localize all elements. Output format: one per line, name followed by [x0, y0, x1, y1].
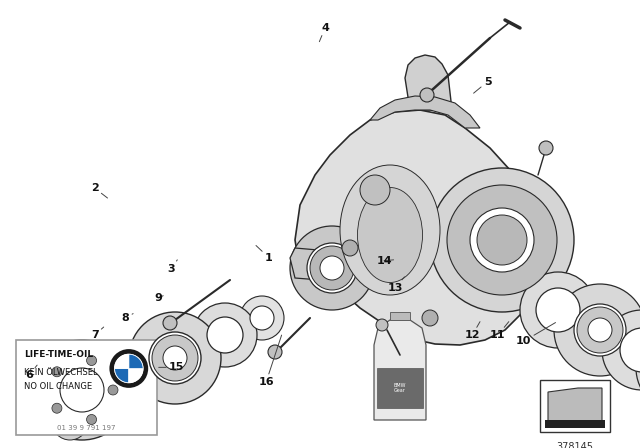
Text: 8: 8: [122, 313, 133, 323]
Circle shape: [114, 354, 143, 383]
Ellipse shape: [358, 188, 422, 283]
Circle shape: [42, 350, 122, 430]
Text: NO OIL CHANGE: NO OIL CHANGE: [24, 383, 92, 392]
Circle shape: [577, 307, 623, 353]
Polygon shape: [290, 248, 340, 280]
Text: 378145: 378145: [557, 442, 593, 448]
Circle shape: [310, 246, 354, 290]
Circle shape: [588, 318, 612, 342]
Text: 7: 7: [91, 327, 104, 340]
Polygon shape: [405, 55, 452, 110]
Text: 16: 16: [259, 335, 282, 387]
Circle shape: [307, 243, 357, 293]
Wedge shape: [129, 368, 143, 383]
Circle shape: [554, 284, 640, 376]
Circle shape: [636, 324, 640, 412]
Ellipse shape: [340, 165, 440, 295]
Circle shape: [268, 345, 282, 359]
Circle shape: [536, 288, 580, 332]
Polygon shape: [548, 388, 602, 424]
Circle shape: [420, 88, 434, 102]
Polygon shape: [295, 110, 545, 345]
Text: 1: 1: [256, 246, 273, 263]
Circle shape: [520, 272, 596, 348]
Circle shape: [108, 385, 118, 395]
Bar: [16, 340, 157, 435]
Circle shape: [60, 368, 104, 412]
Circle shape: [207, 317, 243, 353]
Circle shape: [477, 215, 527, 265]
Circle shape: [574, 304, 626, 356]
Text: KEIN ÖLWECHSEL: KEIN ÖLWECHSEL: [24, 368, 98, 378]
Circle shape: [149, 332, 201, 384]
Circle shape: [250, 306, 274, 330]
Polygon shape: [374, 320, 426, 420]
Circle shape: [52, 404, 88, 440]
Text: 01 39 9 791 197: 01 39 9 791 197: [57, 425, 116, 431]
Text: 15: 15: [159, 362, 184, 372]
Circle shape: [320, 256, 344, 280]
Wedge shape: [129, 354, 143, 368]
Circle shape: [430, 168, 574, 312]
Circle shape: [86, 414, 97, 425]
Text: 4: 4: [319, 23, 329, 42]
Polygon shape: [370, 96, 480, 128]
Circle shape: [193, 303, 257, 367]
Circle shape: [32, 340, 132, 440]
Circle shape: [152, 335, 198, 381]
Text: BMW
Gear: BMW Gear: [394, 383, 406, 393]
Text: 13: 13: [388, 277, 404, 293]
Circle shape: [470, 208, 534, 272]
Text: 10: 10: [516, 323, 556, 346]
Text: 6: 6: [25, 365, 37, 380]
Text: 5: 5: [474, 77, 492, 93]
Circle shape: [447, 185, 557, 295]
Circle shape: [52, 403, 62, 413]
Circle shape: [129, 312, 221, 404]
Circle shape: [163, 316, 177, 330]
Circle shape: [342, 240, 358, 256]
Circle shape: [52, 367, 62, 377]
Text: 2: 2: [91, 183, 108, 198]
Bar: [377, 368, 423, 408]
Wedge shape: [115, 354, 129, 368]
Circle shape: [602, 310, 640, 390]
Text: 14: 14: [376, 256, 394, 266]
Wedge shape: [115, 368, 129, 383]
Circle shape: [163, 346, 187, 370]
Text: 12: 12: [465, 322, 480, 340]
Circle shape: [290, 226, 374, 310]
Circle shape: [60, 412, 80, 432]
Circle shape: [539, 141, 553, 155]
Circle shape: [360, 175, 390, 205]
Circle shape: [422, 310, 438, 326]
Bar: [545, 420, 605, 428]
Bar: [540, 380, 610, 432]
Bar: [390, 312, 410, 320]
Circle shape: [111, 350, 147, 387]
Text: 11: 11: [490, 322, 509, 340]
Circle shape: [86, 356, 97, 366]
Text: 3: 3: [168, 260, 177, 274]
Circle shape: [620, 328, 640, 372]
Text: 9: 9: [155, 293, 163, 303]
Circle shape: [240, 296, 284, 340]
Text: LIFE-TIME-OIL: LIFE-TIME-OIL: [24, 350, 93, 359]
Circle shape: [376, 319, 388, 331]
